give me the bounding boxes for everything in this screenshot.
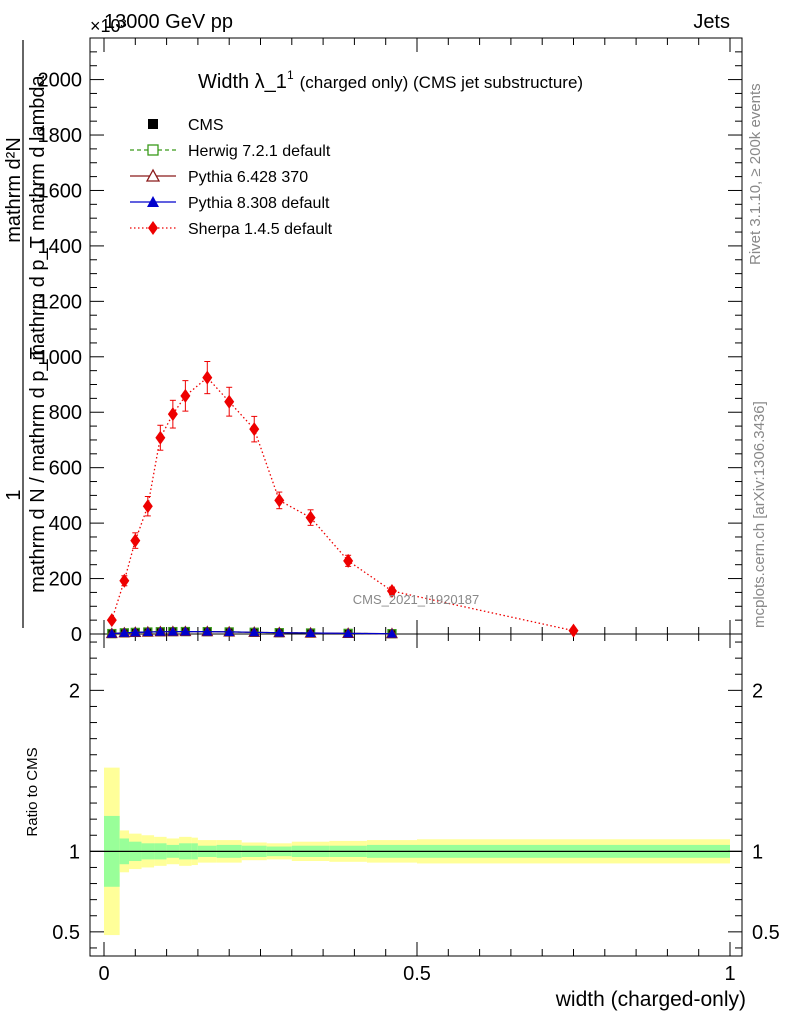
ylabel-numerator: 1 [3, 489, 25, 500]
title-main: Width λ_1 [198, 71, 287, 93]
y-tick-label: 0 [71, 624, 82, 646]
sherpa-point [167, 407, 178, 422]
legend-marker-pythia8 [147, 196, 159, 207]
ratio-y-label: Ratio to CMS [24, 747, 41, 836]
title-superscript: 1 [287, 68, 294, 82]
pythia8-point [142, 627, 153, 637]
ratio-bands [90, 767, 742, 936]
legend: CMS Herwig 7.2.1 default Pythia 6.428 370 P… [130, 117, 333, 238]
x-tick-label: 0 [98, 963, 109, 985]
legend-label: Pythia 8.308 default [188, 195, 330, 212]
pythia8-point [155, 626, 166, 636]
sherpa-point [130, 533, 141, 548]
pythia8-point [106, 628, 117, 638]
sherpa-point [274, 493, 285, 508]
title-rest: (charged only) (CMS jet substructure) [300, 73, 583, 92]
pythia8-point [130, 627, 141, 637]
legend-label: Herwig 7.2.1 default [188, 143, 331, 160]
y-tick-label: 1600 [38, 180, 83, 202]
x-tick-label: 0.5 [403, 963, 431, 985]
y-tick-label: 200 [49, 569, 82, 591]
pythia8-point [305, 628, 316, 638]
sherpa-point [202, 370, 213, 385]
pythia8-point [274, 627, 285, 637]
process-label: Jets [693, 11, 730, 33]
analysis-watermark: CMS_2021_I1920187 [353, 592, 480, 607]
sherpa-point [343, 553, 354, 568]
sherpa-point [155, 430, 166, 445]
sherpa-point [224, 394, 235, 409]
main-y-axis: 0 200 400 600 800 1000 1200 1400 1600 1800 2000 [38, 37, 742, 646]
energy-label: 13000 GeV pp [104, 11, 233, 33]
y-tick-label: 400 [49, 513, 82, 535]
legend-label: Sherpa 1.4.5 default [188, 221, 333, 238]
x-axis-label: width (charged-only) [555, 988, 746, 1011]
ratio-plot-frame [89, 633, 743, 957]
legend-label: Pythia 6.428 370 [188, 169, 308, 186]
legend-label: CMS [188, 117, 224, 134]
sherpa-point [386, 584, 397, 599]
exponent-label: ×10³ [90, 16, 127, 36]
sherpa-point [106, 613, 117, 628]
pythia8-point [167, 626, 178, 636]
main-y-label: 1 mathrm d²N mathrm d p_T mathrm d lambd… [3, 40, 49, 628]
y-tick-label: 1200 [38, 291, 83, 313]
y-tick-label: 1800 [38, 125, 83, 147]
ratio-y-axis: 0.5 0.5 1 1 2 2 [52, 641, 780, 949]
pythia8-point [202, 626, 213, 636]
legend-marker-herwig [147, 144, 159, 156]
ylabel-denominator: mathrm d N / mathrm d p_T [27, 347, 49, 593]
pythia8-point [249, 627, 260, 637]
pythia8-point [180, 626, 191, 636]
ratio-tick-label-right: 0.5 [752, 922, 780, 944]
mcplots-label: mcplots.cern.ch [arXiv:1306.3436] [751, 401, 768, 628]
ylabel-top-line2: mathrm d p_T mathrm d lambda [27, 74, 49, 360]
sherpa-point [249, 422, 260, 437]
mc-series [105, 625, 398, 639]
ratio-tick-label: 1 [69, 841, 80, 863]
y-tick-label: 2000 [38, 70, 83, 92]
rivet-label: Rivet 3.1.10, ≥ 200k events [747, 83, 764, 265]
sherpa-series [106, 361, 579, 638]
y-tick-label: 1000 [38, 347, 83, 369]
y-tick-label: 600 [49, 458, 82, 480]
sherpa-point [305, 510, 316, 525]
plot-title: Width λ_11 (charged only) (CMS jet substr… [198, 68, 583, 93]
ratio-tick-label-right: 1 [752, 841, 763, 863]
x-tick-label: 1 [724, 963, 735, 985]
ratio-tick-label: 0.5 [52, 922, 80, 944]
y-tick-label: 800 [49, 402, 82, 424]
legend-marker-cms [148, 119, 158, 129]
legend-marker-sherpa [148, 221, 158, 235]
ratio-tick-label-right: 2 [752, 680, 763, 702]
sherpa-point [119, 573, 130, 588]
y-tick-label: 1400 [38, 236, 83, 258]
pythia8-point [343, 628, 354, 638]
ylabel-top-line1: mathrm d²N [3, 137, 25, 243]
pythia8-point [386, 628, 397, 638]
legend-marker-pythia6 [145, 168, 161, 182]
pythia8-point [119, 627, 130, 637]
sherpa-point [142, 499, 153, 514]
sherpa-line [111, 376, 574, 632]
ratio-tick-label: 2 [69, 680, 80, 702]
sherpa-point [180, 388, 191, 403]
pythia8-point [224, 626, 235, 636]
sherpa-point [568, 623, 579, 638]
